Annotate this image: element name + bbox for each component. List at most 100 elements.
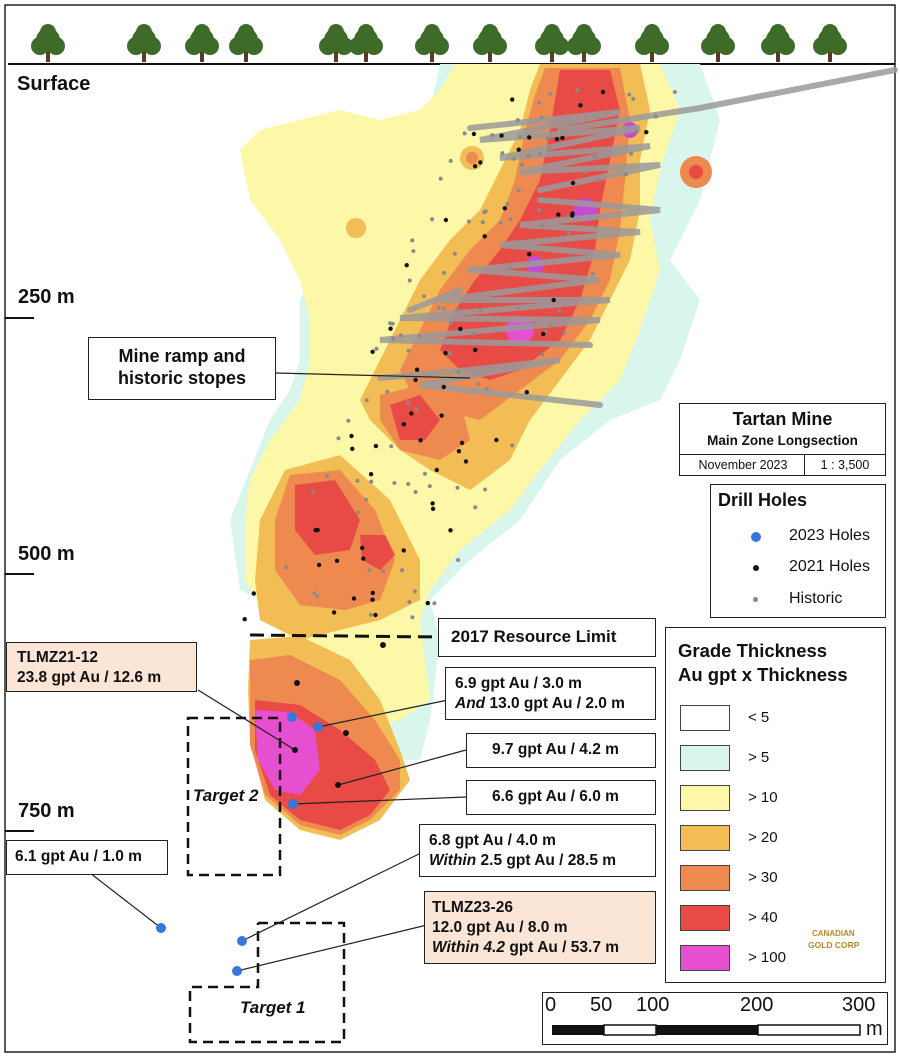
legend-2023-dot: [751, 532, 761, 542]
tree-icon: [185, 24, 219, 62]
drill-hole-2021: [368, 472, 374, 477]
drill-hole-historic: [590, 271, 595, 276]
drill-hole-2021: [443, 217, 449, 223]
drill-hole-historic: [325, 473, 329, 478]
drill-hole-2021: [541, 331, 546, 337]
drill-hole-historic: [410, 238, 415, 243]
drill-hole-historic: [368, 612, 373, 617]
drill-hole-2021: [434, 467, 439, 473]
drill-hole-2021: [331, 610, 337, 615]
drill-hole-historic: [566, 231, 571, 236]
drill-hole-historic: [476, 382, 481, 387]
drill-hole-historic: [509, 265, 514, 270]
drill-hole-historic: [315, 594, 320, 599]
drill-hole-historic: [381, 569, 386, 574]
drill-hole-historic: [471, 331, 476, 336]
legend-gt20: > 20: [748, 829, 778, 846]
swatch-gt5: [680, 745, 730, 771]
drill-hole-historic: [442, 270, 447, 275]
drill-hole-historic: [346, 418, 351, 423]
map-scale: 1 : 3,500: [820, 458, 870, 472]
drill-hole-historic: [545, 136, 550, 141]
drill-hole-historic: [635, 129, 639, 134]
drill-hole-historic: [310, 489, 315, 494]
drill-hole-historic: [515, 118, 520, 123]
drill-hole-2021: [499, 133, 504, 138]
drill-hole-2021: [373, 443, 379, 449]
grade-6-1-label: 6.1 gpt Au / 1.0 m: [15, 848, 142, 865]
legend-gt10: > 10: [748, 789, 778, 806]
tlmz23-26-line3: gpt Au / 53.7 m: [505, 939, 620, 956]
grade-6-8-callout: 6.8 gpt Au / 4.0 m Within 2.5 gpt Au / 2…: [419, 824, 656, 877]
drill-hole-historic: [539, 115, 544, 120]
drill-hole-historic: [473, 505, 478, 510]
drill-hole-historic: [452, 251, 457, 256]
drill-hole-historic: [423, 471, 427, 476]
tree-icon: [415, 24, 449, 62]
drill-hole-2021: [430, 501, 435, 506]
tree-icon: [127, 24, 161, 62]
drill-hole-historic: [438, 176, 443, 181]
drill-hole-2021: [551, 297, 556, 303]
title-box: Tartan Mine Main Zone Longsection Novemb…: [679, 403, 886, 476]
legend-2023-label: 2023 Holes: [789, 527, 870, 544]
drill-hole-2021: [516, 147, 521, 152]
historic-holes: [284, 88, 677, 620]
map-title: Tartan Mine: [732, 409, 833, 429]
drill-hole-historic: [392, 481, 397, 485]
drill-hole-historic: [515, 306, 520, 311]
grade-6-8-line2: 2.5 gpt Au / 28.5 m: [476, 852, 617, 869]
drill-hole-historic: [672, 90, 677, 94]
drill-hole-2021: [316, 562, 322, 568]
grade-legend-title-1: Grade Thickness: [678, 640, 828, 661]
tree-icon: [31, 24, 65, 62]
drill-hole-historic: [498, 220, 503, 225]
grade-6-8-line1: 6.8 gpt Au / 4.0 m: [429, 832, 556, 849]
tree-icon: [701, 24, 735, 62]
scale-tick-100: 100: [636, 994, 670, 1016]
legend-historic-dot: [753, 597, 758, 602]
mine-ramp-line2: historic stopes: [117, 368, 247, 388]
scale-tick-0: 0: [545, 994, 557, 1016]
drill-hole-historic: [388, 321, 393, 326]
tree-icon: [813, 24, 847, 62]
drill-hole-historic: [565, 215, 570, 220]
drill-hole-2021: [448, 528, 453, 533]
drill-hole-2021: [334, 558, 340, 563]
swatch-gt20: [680, 825, 730, 851]
drill-hole-2021: [510, 97, 515, 102]
legend-2021-label: 2021 Holes: [789, 558, 870, 575]
drill-hole-2021: [502, 206, 507, 211]
drill-hole-2021: [458, 326, 463, 332]
drill-hole-historic: [391, 336, 396, 341]
drill-hole-historic: [385, 389, 390, 394]
drill-hole-historic: [456, 558, 461, 562]
scale-tick-50: 50: [590, 994, 613, 1016]
drill-hole-historic: [505, 202, 510, 206]
tree-icon: [319, 24, 353, 62]
drill-hole-historic: [548, 323, 553, 328]
drill-hole-historic: [462, 131, 467, 136]
drill-hole-2021: [349, 433, 354, 439]
drill-hole-2021: [459, 440, 465, 446]
scale-unit: m: [866, 1018, 883, 1040]
drill-hole-2021: [578, 103, 583, 108]
swatch-gt40: [680, 905, 730, 931]
legend-gt40: > 40: [748, 909, 778, 926]
drill-hole-historic: [427, 484, 432, 489]
2021-holes: [242, 89, 649, 622]
drill-hole-historic: [483, 209, 488, 214]
tree-icon: [635, 24, 669, 62]
legend-historic-label: Historic: [789, 590, 843, 607]
drill-hole-historic: [512, 156, 517, 161]
tlmz23-26-grade: 12.0 gpt Au / 8.0 m: [432, 919, 568, 936]
drill-hole-2021: [388, 326, 393, 331]
drill-hole-historic: [518, 134, 522, 139]
scale-bar: [552, 1024, 861, 1036]
drill-hole-historic: [537, 208, 542, 213]
drill-hole-historic: [582, 169, 587, 174]
drill-hole-2021: [409, 411, 414, 416]
tree-icon: [473, 24, 507, 62]
drill-hole-2021: [350, 446, 355, 451]
drill-hole-historic: [540, 223, 545, 228]
